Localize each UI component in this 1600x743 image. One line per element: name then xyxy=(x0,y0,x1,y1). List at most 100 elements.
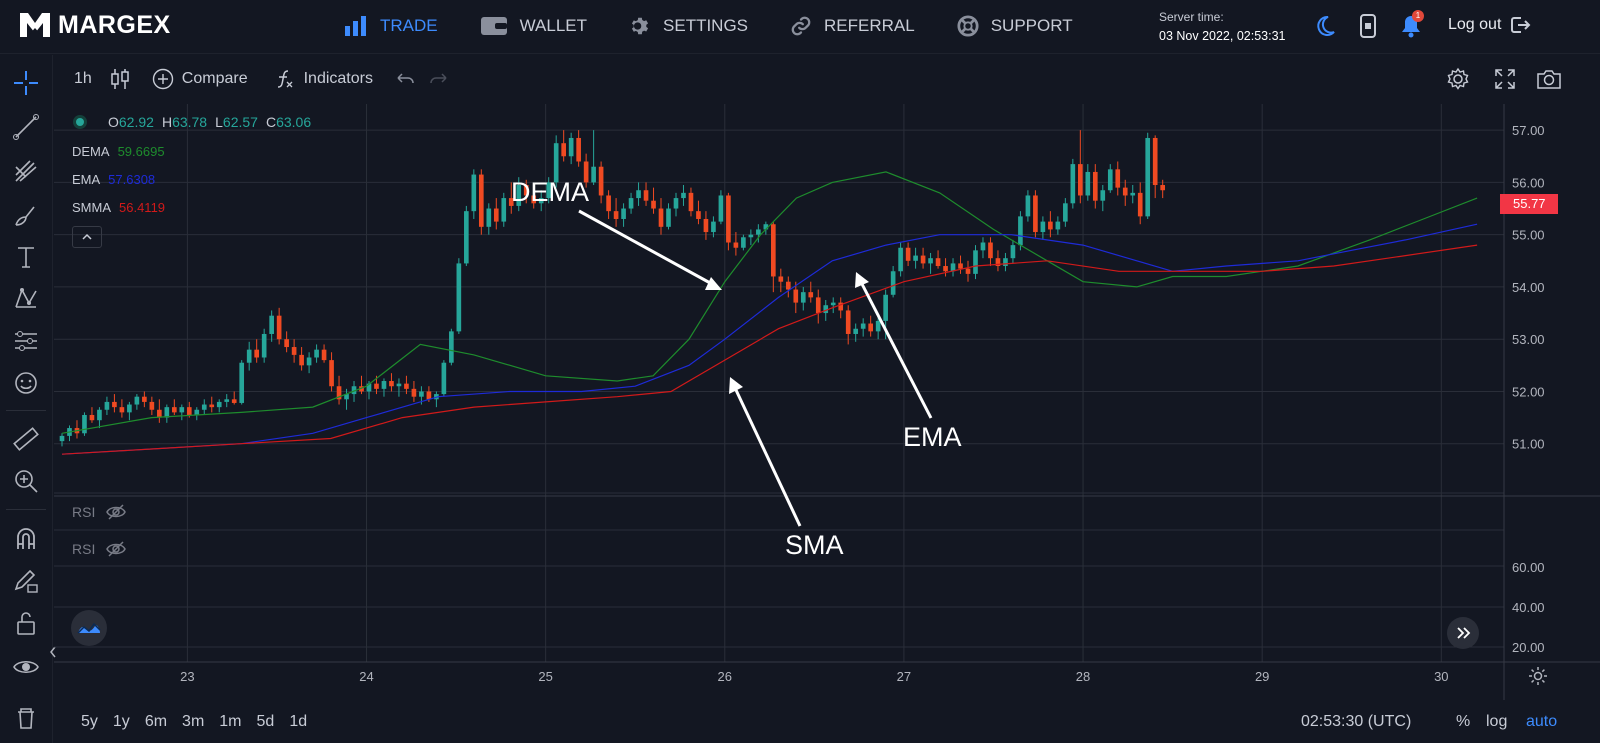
chart-type-button[interactable] xyxy=(110,67,130,91)
candle-body xyxy=(1040,221,1046,233)
candle-body xyxy=(1048,221,1053,230)
redo-button[interactable] xyxy=(429,71,449,87)
candle-body xyxy=(883,294,888,321)
chart-settings-button[interactable] xyxy=(1446,67,1470,91)
range-6m[interactable]: 6m xyxy=(144,712,168,730)
zoom-in-icon xyxy=(15,470,38,493)
chart-area[interactable]: 57.00 56.00 55.00 54.00 53.00 52.00 51.00 60.00… xyxy=(54,104,1600,700)
candle-body xyxy=(389,381,394,387)
candle-body xyxy=(127,404,132,413)
crosshair-tool[interactable] xyxy=(10,67,42,99)
percent-toggle[interactable]: % xyxy=(1456,712,1471,730)
delete-tool[interactable] xyxy=(10,701,42,733)
indicator-dema[interactable]: DEMA 59.6695 xyxy=(72,138,311,166)
logout-button[interactable]: Log out xyxy=(1448,15,1531,35)
candle-body xyxy=(1137,192,1143,217)
candle-body xyxy=(890,271,896,295)
indicator-smma[interactable]: SMMA 56.4119 xyxy=(72,194,311,222)
nav-referral[interactable]: REFERRAL xyxy=(790,15,915,37)
candle-body xyxy=(269,315,274,334)
theme-toggle-button[interactable] xyxy=(1313,14,1337,38)
candle-body xyxy=(928,258,933,264)
collapse-toolbar-arrow[interactable] xyxy=(48,640,60,664)
candle-body xyxy=(688,192,694,212)
magnet-tool[interactable] xyxy=(10,523,42,555)
pattern-tool[interactable] xyxy=(10,283,42,315)
notifications-button[interactable]: 1 xyxy=(1400,10,1424,38)
price-chart[interactable]: 57.00 56.00 55.00 54.00 53.00 52.00 51.00 60.00… xyxy=(54,104,1600,700)
range-1m[interactable]: 1m xyxy=(219,712,242,730)
interval-button[interactable]: 1h xyxy=(74,70,92,88)
range-1d[interactable]: 1d xyxy=(289,712,308,730)
candle-body xyxy=(778,276,784,282)
magnet-icon xyxy=(17,528,35,549)
candle-body xyxy=(1010,245,1016,259)
range-1y[interactable]: 1y xyxy=(112,712,130,730)
candle-body xyxy=(464,211,469,264)
nav-trade-label: TRADE xyxy=(380,16,438,35)
indicators-button[interactable]: Indicators xyxy=(274,68,373,90)
candle-body xyxy=(771,224,776,277)
candlesticks xyxy=(59,130,1166,447)
nav-trade[interactable]: TRADE xyxy=(344,16,438,36)
nav-wallet-label: WALLET xyxy=(519,16,588,35)
nav-support[interactable]: SUPPORT xyxy=(957,15,1073,37)
rsi-legend-1[interactable]: RSI xyxy=(72,504,127,520)
compare-button[interactable]: Compare xyxy=(152,68,248,90)
legend-collapse-button[interactable] xyxy=(72,226,102,248)
candle-body xyxy=(808,292,814,298)
undo-button[interactable] xyxy=(395,71,415,87)
zoom-tool[interactable] xyxy=(10,465,42,497)
utc-clock[interactable]: 02:53:30 (UTC) xyxy=(1301,712,1412,730)
candle-body xyxy=(980,242,986,251)
candle-body xyxy=(216,401,222,408)
indicator-name: SMMA xyxy=(72,200,111,215)
moon-icon xyxy=(1317,15,1335,36)
rsi-legend-2[interactable]: RSI xyxy=(72,541,127,557)
logout-label: Log out xyxy=(1448,16,1502,33)
dema-annotation: DEMA xyxy=(511,177,590,207)
candle-body xyxy=(231,399,237,403)
tradingview-logo-button[interactable] xyxy=(71,610,107,646)
indicator-ema[interactable]: EMA 57.6308 xyxy=(72,166,311,194)
range-5d[interactable]: 5d xyxy=(256,712,275,730)
log-toggle[interactable]: log xyxy=(1486,712,1508,730)
trash-icon xyxy=(18,708,34,729)
scroll-to-realtime-button[interactable] xyxy=(1447,617,1479,649)
text-tool[interactable] xyxy=(10,241,42,273)
emoji-tool[interactable] xyxy=(10,367,42,399)
candle-body xyxy=(965,268,971,274)
margex-logo[interactable]: MARGEX xyxy=(18,10,171,40)
range-3m[interactable]: 3m xyxy=(182,712,205,730)
visibility-tool[interactable] xyxy=(10,651,42,683)
measure-tool[interactable] xyxy=(10,423,42,455)
brush-tool[interactable] xyxy=(10,199,42,231)
time-tick-label: 30 xyxy=(1434,669,1448,684)
nav-wallet[interactable]: WALLET xyxy=(480,16,587,36)
candle-body xyxy=(224,399,230,402)
candle-body xyxy=(164,407,170,418)
fullscreen-button[interactable] xyxy=(1493,67,1517,91)
candle-body xyxy=(344,394,349,400)
unlock-tool[interactable] xyxy=(10,607,42,639)
candle-body xyxy=(1018,216,1023,246)
candle-body xyxy=(568,137,574,157)
fib-tool[interactable] xyxy=(10,155,42,187)
trend-line-tool[interactable] xyxy=(10,111,42,143)
candle-body xyxy=(1100,190,1106,201)
candle-body xyxy=(1077,164,1083,196)
prediction-tool[interactable] xyxy=(10,325,42,357)
candle-body xyxy=(860,323,866,329)
sma-annotation: SMA xyxy=(785,530,844,560)
lock-drawings-tool[interactable] xyxy=(10,565,42,597)
candle-body xyxy=(1107,169,1113,191)
auto-scale-toggle[interactable]: auto xyxy=(1526,712,1558,730)
mobile-app-button[interactable] xyxy=(1358,14,1382,38)
eye-off-icon xyxy=(106,541,127,557)
screenshot-button[interactable] xyxy=(1536,67,1562,91)
nav-settings[interactable]: SETTINGS xyxy=(629,15,748,37)
grid-lines xyxy=(54,104,1600,700)
date-range-selector: 5y 1y 6m 3m 1m 5d 1d xyxy=(81,713,322,731)
ruler-icon xyxy=(13,427,39,451)
range-5y[interactable]: 5y xyxy=(81,712,98,730)
